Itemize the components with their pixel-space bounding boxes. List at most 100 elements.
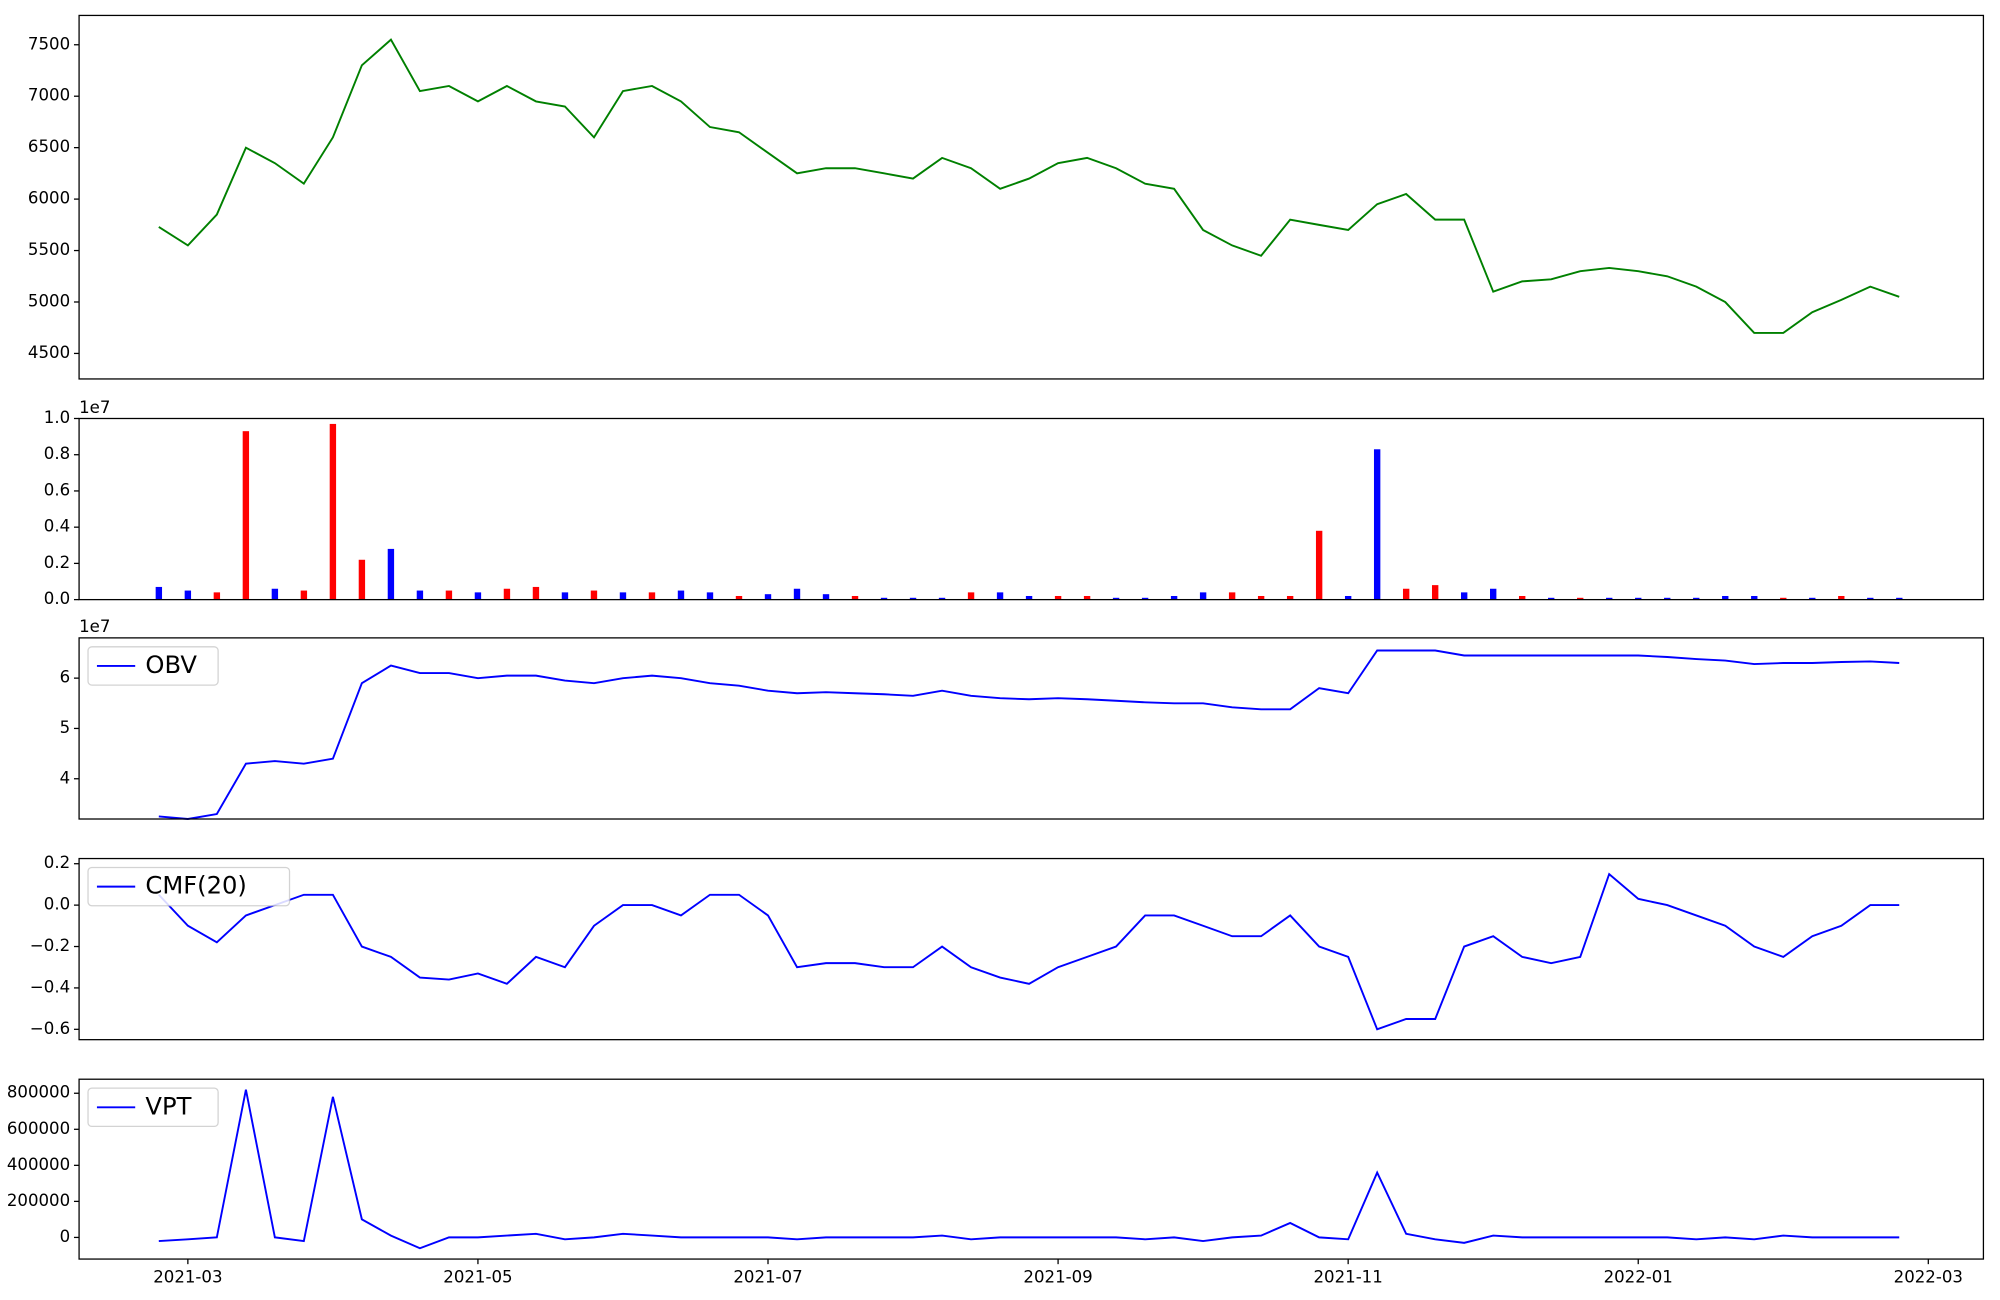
- y-tick-label: 5000: [28, 291, 70, 310]
- bar: [793, 588, 801, 600]
- bar: [358, 559, 366, 600]
- axis-offset: 1e7: [79, 398, 110, 417]
- y-tick-label: 6: [60, 668, 71, 687]
- bar: [1286, 595, 1294, 600]
- y-tick-label: 1.0: [44, 408, 70, 427]
- y-tick-label: 600000: [7, 1119, 70, 1138]
- bar: [677, 590, 685, 600]
- axes-frame: [78, 857, 1985, 1041]
- y-tick-label: 5: [60, 718, 71, 737]
- bar: [735, 595, 743, 600]
- y-tick-label: 0.6: [44, 480, 70, 499]
- y-tick-label: 800000: [7, 1083, 70, 1102]
- axis-offset: 1e7: [79, 617, 110, 636]
- legend: VPT: [87, 1087, 219, 1128]
- bar: [1606, 597, 1613, 600]
- bar: [648, 592, 656, 600]
- bar: [822, 594, 830, 600]
- bar: [184, 590, 192, 600]
- legend: OBV: [87, 646, 219, 686]
- bar: [1083, 595, 1091, 600]
- bar: [242, 431, 250, 600]
- bar: [909, 597, 917, 600]
- y-tick-label: −0.2: [30, 936, 70, 955]
- x-tick-label: 2022-01: [1604, 1268, 1673, 1287]
- y-tick-label: 0.2: [44, 553, 70, 572]
- legend-label: OBV: [145, 651, 197, 679]
- legend-box: [87, 646, 219, 686]
- axes-frame: [78, 1078, 1985, 1260]
- x-tick-label: 2022-03: [1894, 1268, 1963, 1287]
- y-tick-label: 0.2: [44, 853, 70, 872]
- bar: [1577, 597, 1584, 600]
- x-tick-label: 2021-03: [153, 1268, 222, 1287]
- legend-box: [87, 866, 291, 907]
- bar: [329, 423, 337, 600]
- y-tick-label: 200000: [7, 1191, 70, 1210]
- bar: [474, 592, 482, 600]
- x-tick-label: 2021-11: [1314, 1268, 1383, 1287]
- bar: [1838, 595, 1845, 600]
- bar: [1025, 595, 1033, 600]
- bar: [1693, 597, 1700, 600]
- bar: [1664, 597, 1671, 600]
- bar: [561, 592, 569, 600]
- y-tick-label: 0.4: [44, 517, 70, 536]
- y-tick-label: 0.0: [44, 895, 70, 914]
- bar: [851, 595, 859, 600]
- line: [158, 649, 1900, 820]
- y-tick-label: −0.4: [30, 977, 70, 996]
- bar: [590, 590, 598, 600]
- bar: [387, 548, 395, 600]
- x-tick-label: 2021-07: [733, 1268, 802, 1287]
- bar: [706, 592, 714, 600]
- x-tick-label: 2021-05: [443, 1268, 512, 1287]
- y-tick-label: 7500: [28, 34, 70, 53]
- bar: [1809, 597, 1816, 600]
- bar: [1054, 595, 1062, 600]
- legend: CMF(20): [87, 866, 291, 907]
- bar: [967, 592, 975, 600]
- bar: [1228, 592, 1236, 600]
- y-tick-label: 4500: [28, 343, 70, 362]
- line: [158, 872, 1900, 1031]
- line: [158, 1089, 1900, 1250]
- bar: [1112, 597, 1120, 600]
- bar: [532, 586, 540, 600]
- y-tick-label: 7000: [28, 86, 70, 105]
- bar: [1431, 585, 1439, 600]
- bar: [1519, 595, 1526, 600]
- y-tick-label: 0: [60, 1227, 71, 1246]
- axes-frame: [78, 637, 1985, 820]
- bar: [1257, 595, 1265, 600]
- bar: [1315, 530, 1323, 600]
- bar: [1780, 597, 1787, 600]
- y-tick-label: −0.6: [30, 1019, 70, 1038]
- bar: [445, 590, 453, 600]
- bar: [619, 592, 627, 600]
- bar: [416, 590, 424, 600]
- y-tick-label: 6000: [28, 189, 70, 208]
- legend-box: [87, 1087, 219, 1128]
- bar: [1722, 595, 1729, 600]
- bar: [1490, 588, 1497, 600]
- bar: [155, 586, 163, 600]
- y-tick-label: 0.8: [44, 444, 70, 463]
- bar: [213, 592, 221, 600]
- legend-label: VPT: [145, 1092, 191, 1120]
- bar: [1460, 592, 1468, 600]
- line: [158, 38, 1900, 334]
- bar: [271, 588, 279, 600]
- axes-frame: [78, 417, 1985, 601]
- y-tick-label: 6500: [28, 137, 70, 156]
- axes-frame: [78, 14, 1985, 380]
- y-tick-label: 0.0: [44, 589, 70, 608]
- bar: [1867, 597, 1874, 600]
- bar: [300, 590, 308, 600]
- bar: [1373, 449, 1381, 600]
- bar: [1402, 588, 1410, 600]
- bar: [1141, 597, 1149, 600]
- bar: [996, 592, 1004, 600]
